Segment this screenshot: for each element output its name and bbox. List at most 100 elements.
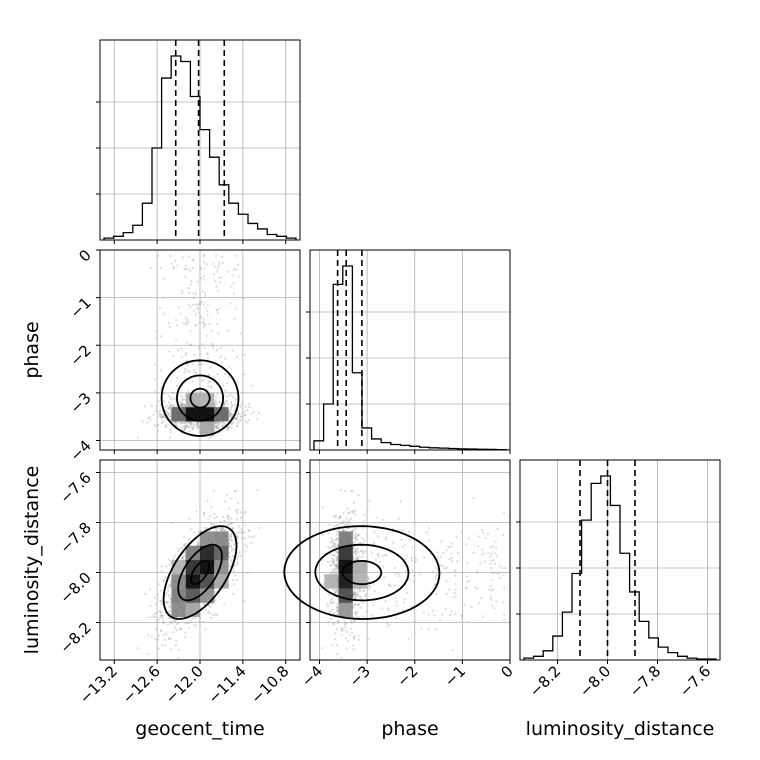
- sample-point: [388, 623, 391, 626]
- sample-point: [232, 570, 235, 573]
- sample-point: [188, 430, 191, 433]
- sample-point: [370, 614, 373, 617]
- sample-point: [336, 590, 339, 593]
- sample-point: [227, 426, 230, 430]
- sample-point: [352, 510, 355, 513]
- sample-point: [488, 588, 491, 591]
- sample-point: [159, 335, 162, 338]
- sample-point: [189, 421, 193, 424]
- sample-point: [159, 416, 163, 419]
- sample-point: [233, 548, 236, 551]
- sample-point: [218, 261, 221, 264]
- sample-point: [165, 404, 168, 407]
- sample-point: [336, 561, 339, 565]
- sample-point: [201, 321, 204, 324]
- sample-point: [355, 595, 358, 598]
- sample-point: [331, 643, 334, 647]
- hist-bar: [391, 444, 401, 450]
- sample-point: [243, 373, 246, 376]
- sample-point: [495, 600, 498, 603]
- sample-point: [177, 656, 180, 660]
- sample-point: [136, 436, 140, 439]
- sample-point: [219, 355, 223, 358]
- sample-point: [235, 415, 238, 419]
- sample-point: [362, 615, 365, 618]
- sample-point: [213, 524, 217, 527]
- sample-point: [228, 565, 231, 568]
- sample-point: [198, 353, 202, 356]
- hist-bar: [258, 229, 268, 240]
- sample-point: [394, 573, 397, 576]
- sample-point: [195, 323, 198, 327]
- sample-point: [222, 515, 225, 518]
- sample-point: [238, 420, 241, 423]
- sample-point: [195, 423, 198, 426]
- axes-frame: [309, 249, 511, 451]
- sample-point: [352, 501, 355, 505]
- sample-point: [160, 643, 164, 647]
- sample-point: [431, 570, 434, 573]
- hist-bar: [362, 428, 372, 450]
- sample-point: [164, 410, 167, 413]
- sample-point: [164, 576, 167, 579]
- sample-point: [175, 420, 178, 424]
- sample-point: [224, 500, 227, 503]
- sample-point: [329, 601, 332, 604]
- sample-point: [163, 400, 166, 403]
- sample-point: [216, 421, 220, 424]
- sample-point: [188, 517, 191, 520]
- sample-point: [216, 289, 219, 293]
- x-tick-label: −2: [393, 662, 421, 690]
- sample-point: [233, 317, 236, 321]
- sample-point: [209, 366, 212, 369]
- sample-point: [493, 571, 496, 575]
- sample-point: [196, 423, 199, 426]
- sample-point: [191, 427, 195, 430]
- sample-point: [210, 342, 213, 345]
- sample-point: [227, 518, 230, 521]
- sample-point: [410, 559, 414, 562]
- sample-point: [217, 427, 220, 430]
- sample-point: [167, 406, 170, 410]
- sample-point: [180, 546, 183, 550]
- hist-bar: [229, 203, 239, 240]
- sample-point: [226, 516, 229, 520]
- sample-point: [169, 415, 172, 418]
- sample-point: [207, 385, 210, 388]
- sample-point: [232, 396, 235, 399]
- sample-point: [328, 523, 331, 526]
- sample-point: [450, 552, 453, 555]
- sample-point: [216, 312, 219, 315]
- sample-point: [168, 415, 171, 418]
- sample-point: [356, 593, 359, 596]
- sample-point: [187, 537, 191, 540]
- sample-point: [179, 628, 182, 631]
- sample-point: [373, 590, 376, 593]
- x-tick-label: −13.2: [76, 662, 121, 707]
- sample-point: [361, 537, 364, 540]
- sample-point: [215, 515, 218, 518]
- sample-point: [243, 599, 246, 603]
- sample-point: [237, 525, 240, 528]
- density-contour: [341, 559, 383, 586]
- sample-point: [393, 584, 397, 587]
- sample-point: [414, 560, 417, 563]
- sample-point: [235, 355, 239, 359]
- density-cell: [200, 531, 215, 546]
- sample-point: [209, 515, 212, 518]
- sample-point: [474, 586, 477, 589]
- sample-point: [168, 407, 171, 410]
- sample-point: [229, 538, 232, 541]
- sample-point: [342, 528, 345, 531]
- sample-point: [230, 401, 233, 405]
- sample-point: [181, 402, 184, 405]
- sample-point: [161, 415, 164, 419]
- sample-point: [362, 549, 365, 552]
- sample-point: [168, 563, 171, 566]
- sample-point: [368, 499, 371, 502]
- sample-point: [208, 436, 211, 439]
- sample-point: [168, 585, 172, 588]
- sample-point: [169, 560, 172, 563]
- sample-point: [228, 426, 231, 429]
- sample-point: [157, 647, 160, 650]
